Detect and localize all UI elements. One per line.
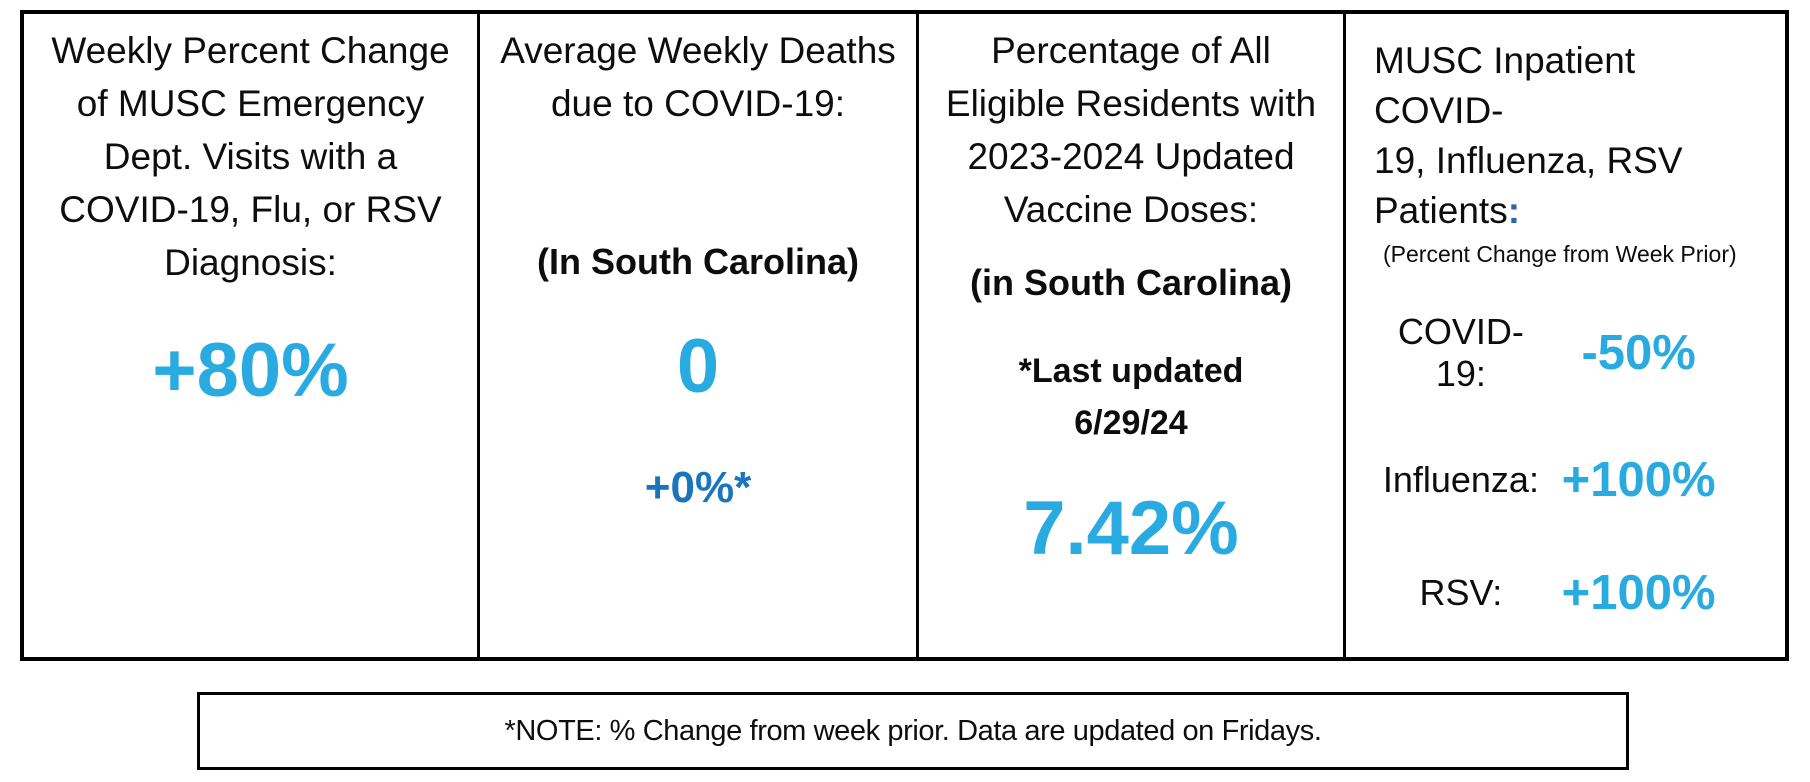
title-line: Weekly Percent Change [51, 30, 450, 71]
inpatient-title: MUSC Inpatient COVID- 19, Influenza, RSV… [1374, 36, 1769, 236]
title-line: Patients: [1374, 186, 1769, 236]
ed-visits-title: Weekly Percent Change of MUSC Emergency … [24, 24, 477, 289]
title-line: Average Weekly Deaths [500, 30, 896, 71]
title-colon: : [1507, 190, 1521, 231]
inpatient-row-covid: COVID-19: -50% [1374, 311, 1769, 395]
title-line: MUSC Inpatient COVID- [1374, 40, 1636, 131]
row-label: RSV: [1419, 572, 1503, 613]
title-last-word: Patients [1374, 190, 1508, 231]
footnote-box: *NOTE: % Change from week prior. Data ar… [197, 692, 1629, 770]
inpatient-row-influenza: Influenza: +100% [1374, 452, 1769, 508]
panel-inpatient: MUSC Inpatient COVID- 19, Influenza, RSV… [1343, 14, 1785, 657]
panel-vaccine-doses: Percentage of All Eligible Residents wit… [916, 14, 1343, 657]
footnote-text: *NOTE: % Change from week prior. Data ar… [504, 714, 1322, 747]
row-value: +100% [1561, 566, 1716, 620]
inpatient-row-rsv: RSV: +100% [1374, 565, 1769, 621]
inpatient-rows: COVID-19: -50% Influenza: +100% RSV: +10… [1374, 311, 1769, 621]
title-line: Dept. Visits with a [103, 136, 398, 177]
inpatient-subnote: (Percent Change from Week Prior) [1383, 241, 1737, 267]
row-label: COVID-19: [1397, 311, 1524, 394]
title-line: COVID-19, Flu, or RSV [59, 189, 442, 230]
title-line: Vaccine Doses: [1003, 189, 1259, 230]
title-line: Percentage of All [991, 30, 1271, 71]
title-line: 19, Influenza, RSV [1374, 140, 1683, 181]
last-updated-date: 6/29/24 [1074, 404, 1188, 442]
row-label: Influenza: [1382, 459, 1539, 500]
last-updated-line: *Last updated [1018, 352, 1244, 390]
vaccine-doses-last-updated: *Last updated 6/29/24 [919, 345, 1343, 449]
row-value: -50% [1581, 326, 1696, 380]
vaccine-doses-value: 7.42% [1023, 486, 1239, 571]
title-line: of MUSC Emergency [76, 83, 425, 124]
row-value: +100% [1561, 453, 1716, 507]
title-line: Eligible Residents with [945, 83, 1317, 124]
vaccine-doses-title: Percentage of All Eligible Residents wit… [919, 24, 1343, 236]
weekly-deaths-title: Average Weekly Deaths due to COVID-19: [480, 24, 916, 130]
weekly-deaths-value: 0 [676, 324, 720, 409]
title-line: 2023-2024 Updated [967, 136, 1295, 177]
panel-weekly-deaths: Average Weekly Deaths due to COVID-19: (… [477, 14, 916, 657]
stats-board: Weekly Percent Change of MUSC Emergency … [20, 10, 1789, 661]
weekly-deaths-delta-value: +0%* [644, 463, 752, 512]
title-line: due to COVID-19: [550, 83, 846, 124]
weekly-deaths-region-label: (In South Carolina) [537, 241, 859, 282]
panel-ed-visits: Weekly Percent Change of MUSC Emergency … [24, 14, 477, 657]
title-line: Diagnosis: [164, 242, 337, 283]
vaccine-doses-region-label: (in South Carolina) [970, 262, 1292, 303]
ed-visits-percent-change-value: +80% [152, 328, 349, 413]
